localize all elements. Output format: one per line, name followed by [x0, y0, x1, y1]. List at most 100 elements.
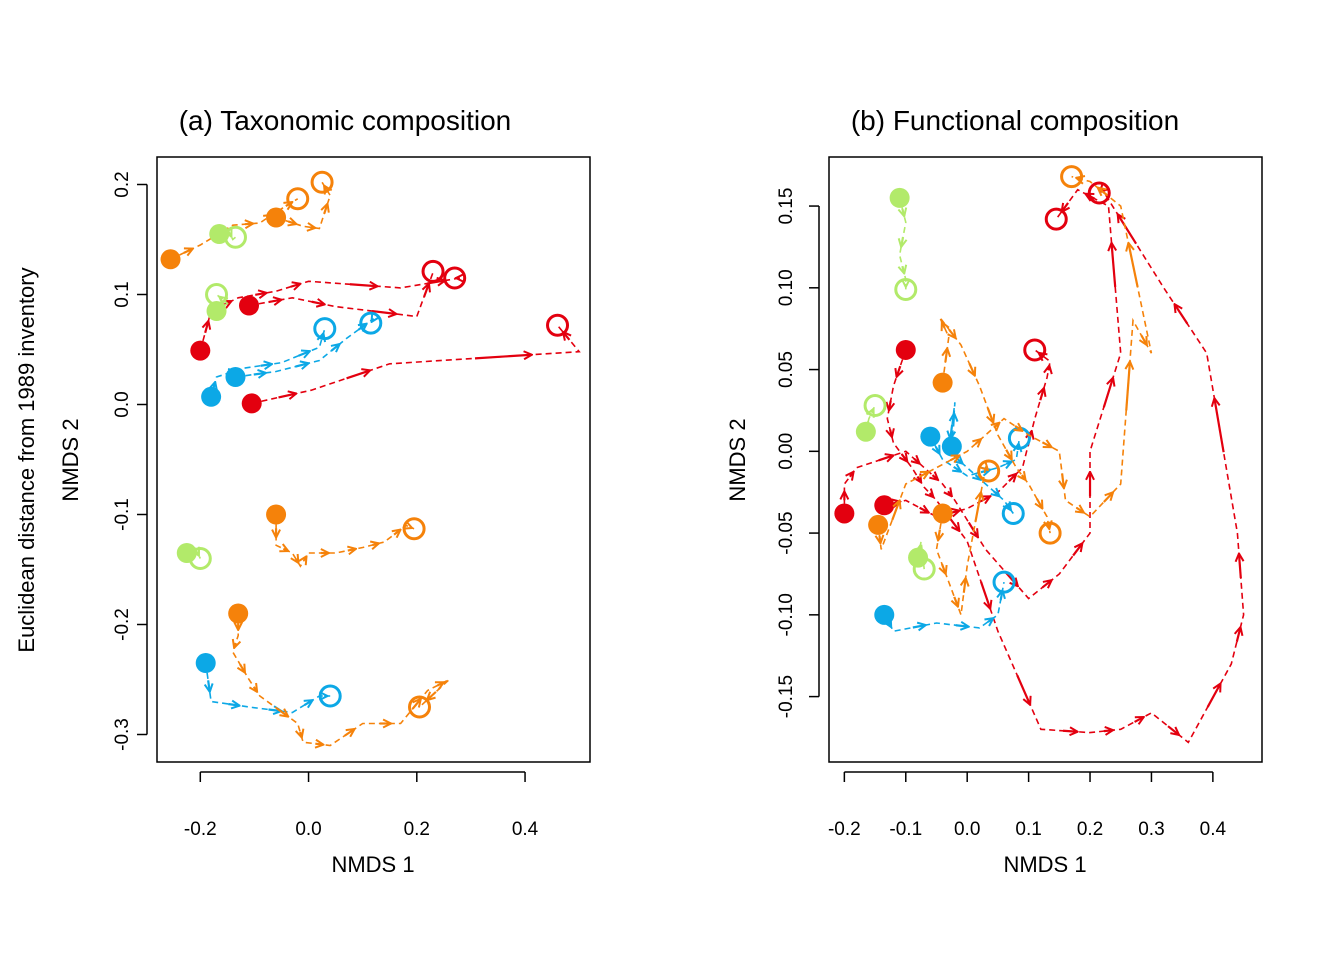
panel-b-trajectory-arrow: [919, 472, 929, 477]
panel-a-trajectory-arrow: [300, 732, 302, 738]
panel-b-end-point: [1060, 165, 1084, 189]
panel-a-trajectory-arrow: [410, 527, 412, 528]
panel-b-trajectory-arrow: [1048, 365, 1049, 370]
shared-y-axis-label: Euclidean distance from 1989 inventory: [14, 267, 39, 652]
panel-b-trajectory-arrow: [1126, 361, 1130, 411]
panel-b-start-point: [941, 436, 962, 457]
panel-b-trajectory-arrow: [945, 348, 947, 363]
panel-a-trajectory-path: [204, 662, 331, 714]
panel-b-trajectory-arrow: [979, 581, 990, 609]
panel-b-trajectory-arrow: [1048, 524, 1049, 529]
panel-b-start-point: [889, 187, 910, 208]
panel-b-x-tick-label: 0.3: [1138, 819, 1164, 840]
panel-b-trajectory-arrow: [1006, 462, 1012, 464]
panel-b-trajectory-arrow: [1214, 398, 1225, 453]
panel-a-y-tick-label: -0.3: [112, 718, 133, 751]
panel-b-start-point: [908, 547, 929, 568]
panel-b-trajectory-arrow: [1134, 717, 1144, 722]
panel-b-trajectory-arrow: [912, 625, 926, 627]
panel-a-trajectory-arrow: [304, 556, 306, 560]
panel-b-trajectory-arrow: [1141, 334, 1147, 345]
panel-a-plot-frame: [156, 156, 591, 763]
panel-b-trajectory-arrow: [969, 362, 975, 375]
panel-b-trajectory-path: [935, 466, 990, 616]
panel-a-trajectory-path: [248, 271, 434, 318]
panel-a-x-tick-label: -0.2: [184, 819, 217, 840]
panel-b-x-ticks: -0.2 -0.1 0.0 0.1 0.2 0.3 0.4: [828, 771, 1227, 840]
panel-b-trajectory-arrow: [975, 475, 981, 480]
panel-a-trajectory-path: [210, 328, 326, 398]
panel-b-trajectory-arrow: [902, 266, 904, 273]
panel-b-trajectory-arrow: [938, 529, 940, 541]
panel-a-trajectory-arrow: [240, 664, 245, 672]
panel-a-trajectory-arrow: [349, 284, 378, 286]
panel-b-trajectory-arrow: [897, 365, 901, 377]
panel-b-end-point: [863, 394, 887, 418]
panel-a-end-point: [408, 695, 432, 719]
panel-b-end-point: [1038, 521, 1062, 545]
panel-b-trajectory-path: [884, 349, 1051, 518]
panel-b-trajectory-arrow: [902, 209, 904, 216]
panel-b-x-tick-label: 0.2: [1077, 819, 1103, 840]
panel-b-end-point: [894, 277, 918, 301]
panel-b-start-point: [855, 421, 876, 442]
panel-a-end-point: [313, 317, 337, 341]
panel-b-trajectory-arrow: [1015, 426, 1022, 431]
panel-b-trajectory-arrow: [994, 491, 1000, 496]
panel-a-trajectory-arrow: [424, 284, 429, 298]
panel-a-trajectory-arrow: [254, 687, 257, 692]
panel-b-trajectory-arrow: [1062, 473, 1064, 488]
panel-b-start-point: [874, 604, 895, 625]
panel-b-trajectory-arrow: [948, 491, 952, 496]
panel-a-trajectory-arrow: [474, 355, 532, 359]
panel-b-start-point: [874, 495, 895, 516]
panel-b-trajectory-arrow: [1174, 304, 1189, 325]
panel-a-trajectory-arrow: [214, 382, 216, 388]
panel-a-trajectory-arrow: [253, 373, 266, 375]
panel-b-trajectory-arrow: [949, 455, 959, 460]
panel-b-trajectory-arrow: [964, 578, 966, 593]
panel-b-trajectory-arrow: [919, 508, 929, 513]
panel-b-trajectory-arrow: [1167, 725, 1179, 735]
panel-a-start-point: [190, 340, 211, 361]
panel-a-trajectory-arrow: [290, 284, 301, 287]
panel-b-trajectory-arrow: [1072, 543, 1082, 557]
panel-a-trajectory-arrow: [427, 691, 437, 700]
panel-a-trajectory-arrow: [197, 552, 199, 555]
panel-a-trajectory-arrow: [296, 559, 298, 563]
panel-b-trajectory-path: [886, 188, 1245, 744]
panel-b-y-tick-label: -0.15: [776, 675, 797, 718]
panel-a-trajectory-arrow: [288, 221, 296, 224]
panel-a-trajectory-arrow: [255, 293, 266, 295]
panel-a-trajectory-arrow: [245, 224, 253, 225]
panel-b-trajectory-arrow: [891, 500, 899, 521]
panel-b-end-point: [977, 459, 1001, 483]
panel-a-end-point: [310, 170, 334, 194]
panel-b-trajectory-arrow: [1237, 627, 1241, 643]
panel-b-trajectory-arrow: [988, 618, 994, 622]
panel-a-start-point: [241, 393, 262, 414]
panel-a-trajectory-arrow: [332, 344, 340, 351]
panel-a-trajectory-path: [199, 277, 461, 351]
panel-b-trajectory-arrow: [890, 430, 892, 437]
panel-b-y-tick-label: 0.00: [776, 433, 797, 470]
panel-b-trajectory-arrow: [980, 496, 990, 501]
panel-b-trajectory-path: [843, 188, 1122, 600]
panel-b-trajectory-arrow: [1062, 731, 1078, 732]
panel-b-trajectory-path: [877, 175, 1153, 550]
panel-a-x-tick-label: 0.4: [512, 819, 539, 840]
panel-a-trajectory-arrow: [346, 370, 371, 380]
panel-a-end-point: [286, 187, 310, 211]
panel-b-trajectory-arrow: [955, 625, 969, 626]
panel-b-trajectory-arrow: [988, 407, 994, 423]
panel-a-start-point: [160, 249, 181, 270]
panel-a-end-point: [223, 225, 247, 249]
panel-a-trajectory-path: [231, 613, 450, 747]
panel-a-trajectory-arrow: [283, 549, 288, 551]
panel-a-end-point: [421, 259, 445, 283]
panel-b-trajectory-arrow: [994, 423, 1000, 428]
panel-a-start-point: [266, 504, 287, 525]
panel-b-trajectory-arrow: [942, 563, 946, 574]
panel-a-trajectory-arrow: [234, 643, 236, 648]
panel-b-trajectory-path: [883, 581, 1005, 633]
